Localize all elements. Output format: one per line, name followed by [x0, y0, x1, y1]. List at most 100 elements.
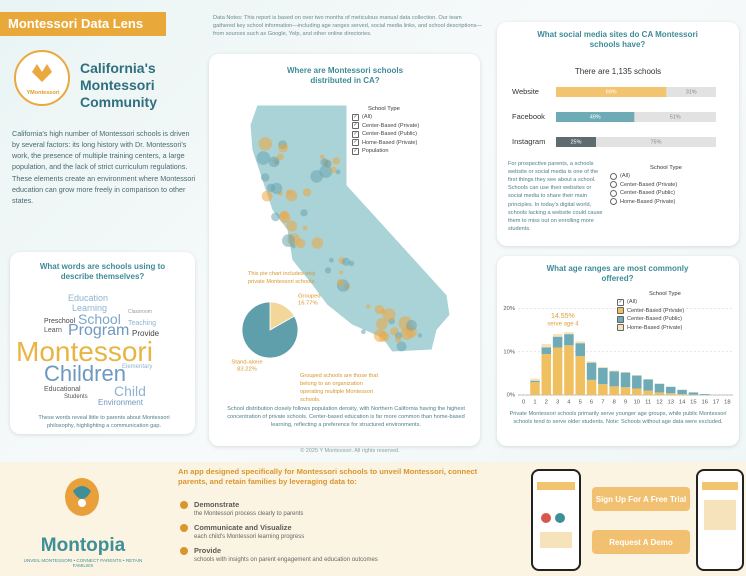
word: Learn — [44, 327, 62, 334]
filter-option[interactable]: ✓ Population — [352, 147, 442, 155]
x-tick-label: 8 — [613, 400, 616, 406]
item-head: Communicate and Visualize — [194, 523, 292, 532]
annotation-value: 14.55% — [551, 313, 575, 320]
school-dot — [330, 166, 337, 173]
bar-segment — [541, 353, 552, 395]
footer-pitch: An app designed specifically for Montess… — [178, 467, 478, 486]
filter-option[interactable]: Center-Based (Private) — [610, 181, 720, 188]
montopia-logo — [65, 478, 99, 516]
bar-segment — [666, 87, 716, 97]
bar-segment — [620, 387, 631, 395]
footer-item: Communicate and Visualize each child's Mo… — [180, 523, 480, 540]
school-dot — [336, 278, 345, 287]
bar-segment — [632, 375, 642, 389]
y-tick-label: 0% — [507, 393, 515, 399]
filter-option[interactable]: ✓ Center-Based (Private) — [352, 122, 442, 129]
bar-segment — [598, 384, 608, 395]
school-dot — [360, 329, 366, 335]
legend-item[interactable]: Center-Based (Public) — [617, 315, 727, 323]
copyright: © 2025 Y Montessori. All rights reserved… — [300, 448, 400, 454]
map-caption: School distribution closely follows popu… — [227, 406, 465, 429]
social-subtitle: There are 1,135 schools — [574, 67, 662, 76]
trial-button[interactable]: Sign Up For A Free Trial — [592, 487, 690, 511]
checkbox: ✓ — [352, 122, 359, 129]
filter-option[interactable]: ✓ Home-Based (Private) — [352, 139, 442, 146]
x-tick-label: 17 — [713, 400, 719, 406]
y-tick-label: 10% — [503, 349, 515, 355]
filter-option[interactable]: (All) — [610, 172, 720, 180]
school-dot — [378, 331, 390, 342]
checkbox: ✓ — [617, 298, 624, 306]
bar-segment — [666, 386, 676, 394]
phone-icon — [555, 513, 565, 523]
option-label: Population — [362, 148, 389, 154]
bar-segment — [598, 366, 608, 368]
bar-segment — [598, 367, 608, 385]
value-label: 69% — [606, 89, 617, 95]
legend-label: Home-Based (Private) — [627, 324, 683, 331]
dashboard-title: Montessori Data Lens — [0, 12, 166, 36]
filter-option[interactable]: Center-Based (Public) — [610, 189, 720, 197]
radio-button — [610, 181, 617, 188]
word: Montessori — [16, 336, 153, 367]
bar-segment — [552, 336, 563, 348]
x-tick-label: 11 — [645, 400, 651, 406]
word: Environment — [98, 398, 143, 407]
legend-label: Center-Based (Private) — [627, 307, 685, 314]
bar-segment — [688, 392, 699, 395]
option-label: Center-Based (Public) — [362, 131, 418, 137]
school-dot — [332, 157, 340, 165]
word-cloud-panel — [10, 252, 195, 434]
social-caption: For prospective parents, a schools websi… — [508, 161, 603, 232]
value-label: 49% — [590, 114, 601, 120]
x-tick-label: 12 — [656, 400, 662, 406]
word: Students — [64, 394, 88, 400]
school-dot — [406, 319, 417, 331]
word: Children — [44, 361, 126, 386]
x-tick-label: 18 — [724, 400, 730, 406]
school-dot — [302, 225, 308, 231]
filter-option[interactable]: ✓ (All) — [352, 113, 442, 121]
school-dot — [341, 257, 350, 266]
x-tick-label: 4 — [567, 400, 571, 406]
category-label: Website — [512, 87, 539, 96]
legend-swatch — [617, 315, 624, 323]
word: Provide — [132, 329, 160, 338]
demo-button[interactable]: Request A Demo — [592, 530, 690, 554]
heading: California's Montessori Community — [80, 60, 157, 110]
school-dot — [310, 170, 323, 183]
bar-segment — [586, 379, 597, 395]
slice-value: 16.77% — [298, 301, 318, 307]
school-dot — [258, 137, 273, 151]
bar-segment — [586, 362, 597, 380]
footer-band — [0, 462, 746, 576]
school-dot — [278, 142, 288, 153]
legend-item[interactable]: Home-Based (Private) — [617, 324, 727, 331]
school-dot — [276, 153, 284, 161]
pie-slice — [241, 301, 299, 359]
bar-segment — [530, 382, 540, 395]
x-tick-label: 3 — [556, 400, 559, 406]
filter-option[interactable]: ✓ (All) — [617, 298, 727, 306]
bar-segment — [609, 371, 619, 387]
california-map — [249, 104, 451, 353]
item-head: Provide — [194, 546, 222, 555]
option-label: Center-Based (Public) — [620, 190, 676, 196]
bar-segment — [564, 345, 574, 395]
pie-note: This pie chart includes only private Mon… — [248, 271, 316, 286]
checkbox: ✓ — [352, 130, 359, 138]
option-label: Home-Based (Private) — [362, 139, 418, 146]
bar-segment — [643, 390, 653, 395]
bullet — [180, 547, 188, 555]
grouped-note: Grouped schools are those that belong to… — [300, 373, 379, 404]
legend-item[interactable]: Center-Based (Private) — [617, 307, 727, 314]
filter-option[interactable]: ✓ Center-Based (Public) — [352, 130, 442, 138]
x-tick-label: 16 — [701, 400, 707, 406]
bar-segment — [575, 341, 585, 344]
bar-segment — [556, 87, 667, 97]
filter-option[interactable]: Home-Based (Private) — [610, 198, 720, 205]
social-title: What social media sites do CA Montessori… — [537, 30, 698, 49]
bar-segment — [575, 356, 585, 395]
school-dot — [375, 317, 388, 330]
school-dot — [339, 270, 344, 275]
